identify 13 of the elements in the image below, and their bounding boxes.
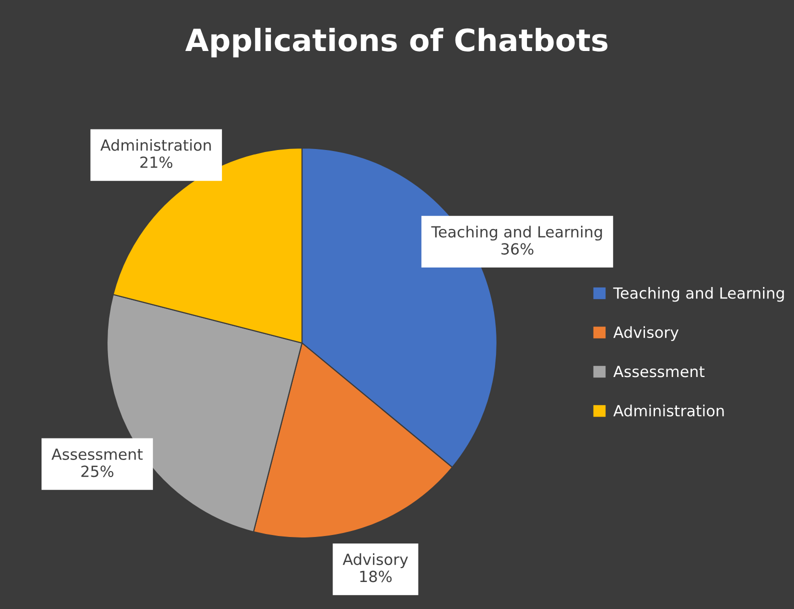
data-label: 36% bbox=[501, 243, 534, 255]
data-label: 18% bbox=[360, 570, 392, 582]
legend-label: Assessment bbox=[613, 366, 705, 378]
slice-label: Assessment bbox=[52, 448, 143, 460]
data-label: 21% bbox=[140, 156, 172, 168]
chart-title: Applications of Chatbots bbox=[185, 28, 608, 58]
legend-label: Advisory bbox=[613, 326, 679, 341]
legend-label: Administration bbox=[613, 404, 724, 416]
data-label: 25% bbox=[81, 466, 114, 478]
legend-label: Teaching and Learning bbox=[613, 286, 784, 302]
slice-label: Teaching and Learning bbox=[431, 226, 602, 241]
slice-label: Administration bbox=[100, 139, 211, 151]
slice-label: Advisory bbox=[342, 553, 408, 568]
